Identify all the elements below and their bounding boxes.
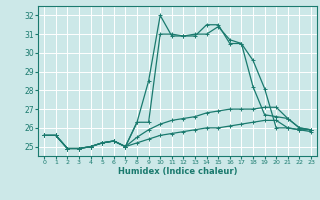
X-axis label: Humidex (Indice chaleur): Humidex (Indice chaleur) (118, 167, 237, 176)
